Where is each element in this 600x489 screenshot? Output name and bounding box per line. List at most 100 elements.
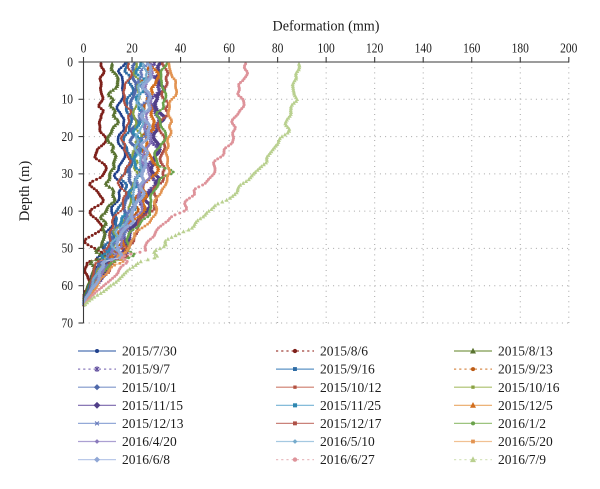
x-tick-label: 100 — [318, 42, 335, 57]
x-tick-label: 40 — [175, 42, 187, 57]
series-2016/6/8 — [81, 61, 153, 307]
series-markers — [83, 61, 302, 307]
legend-label: 2015/9/23 — [498, 362, 553, 377]
y-tick-label: 60 — [62, 279, 74, 294]
x-tick-label: 180 — [512, 42, 529, 57]
x-tick-label: 200 — [560, 42, 577, 57]
legend-label: 2015/11/25 — [320, 398, 381, 413]
data-series — [81, 61, 302, 307]
legend-label: 2016/6/8 — [122, 452, 170, 467]
legend-label: 2015/10/12 — [320, 380, 382, 395]
legend-item-2016/6/8: 2016/6/8 — [78, 452, 170, 467]
legend-label: 2015/12/5 — [498, 398, 553, 413]
legend-marker-square-icon — [293, 367, 297, 372]
x-tick-label: 0 — [81, 42, 87, 57]
series-markers — [82, 62, 175, 306]
series-2016/6/27 — [83, 62, 249, 306]
y-tick-label: 20 — [62, 130, 74, 145]
legend-label: 2015/10/16 — [498, 380, 560, 395]
legend-label: 2015/10/1 — [122, 380, 177, 395]
y-tick-label: 0 — [67, 55, 73, 70]
series-markers — [82, 62, 147, 306]
legend-marker-diamond-icon — [292, 439, 298, 444]
legend-item-2016/5/10: 2016/5/10 — [276, 434, 375, 449]
axes: 0 20 40 60 80 100 120 140 160 180 200 0 10 20 30 40 50 60… — [62, 42, 578, 332]
legend-label: 2015/12/13 — [122, 416, 184, 431]
legend: 2015/7/30 2015/8/6 2015/8/13 2015/9/7 2015/9… — [78, 344, 560, 467]
legend-label: 2016/4/20 — [122, 434, 177, 449]
x-tick-label: 60 — [223, 42, 235, 57]
legend-item-2015/9/23: 2015/9/23 — [454, 362, 553, 377]
legend-label: 2015/9/16 — [320, 362, 375, 377]
legend-marker-square-icon — [293, 421, 297, 426]
x-tick-label: 160 — [463, 42, 480, 57]
legend-item-2015/12/5: 2015/12/5 — [454, 398, 553, 413]
x-tick-label: 140 — [415, 42, 432, 57]
legend-item-2015/7/30: 2015/7/30 — [78, 344, 177, 359]
legend-item-2015/8/6: 2015/8/6 — [276, 344, 368, 359]
series-2016/1/2 — [82, 62, 175, 306]
legend-item-2015/11/25: 2015/11/25 — [276, 398, 381, 413]
x-axis-title: Deformation (mm) — [273, 19, 380, 35]
legend-label: 2016/7/9 — [498, 452, 546, 467]
legend-marker-triangle-icon — [470, 402, 476, 408]
legend-item-2015/10/1: 2015/10/1 — [78, 380, 177, 395]
legend-label: 2016/6/27 — [320, 452, 375, 467]
legend-label: 2016/5/10 — [320, 434, 375, 449]
series-2015/8/13 — [81, 61, 121, 307]
legend-item-2016/6/27: 2016/6/27 — [276, 452, 375, 467]
y-tick-label: 10 — [62, 93, 74, 108]
legend-marker-triangle-icon — [470, 456, 476, 463]
legend-marker-diamond-icon — [94, 456, 100, 463]
legend-marker-diamond-icon — [93, 401, 101, 409]
legend-item-2015/10/12: 2015/10/12 — [276, 380, 382, 395]
legend-item-2016/4/20: 2016/4/20 — [78, 434, 177, 449]
legend-marker-square-icon — [471, 439, 475, 444]
legend-label: 2015/11/15 — [122, 398, 183, 413]
legend-marker-circle-icon — [471, 367, 476, 372]
series-2016/5/20 — [82, 62, 178, 306]
legend-marker-square-icon — [293, 385, 297, 389]
series-2015/10/1 — [81, 61, 140, 307]
legend-item-2015/9/16: 2015/9/16 — [276, 362, 375, 377]
series-markers — [81, 61, 162, 307]
legend-marker-asterisk-icon — [94, 366, 100, 372]
legend-item-2015/12/13: 2015/12/13 — [78, 416, 184, 431]
legend-marker-x-icon — [94, 421, 100, 426]
series-2016/7/9 — [83, 61, 302, 307]
legend-marker-circle-icon — [292, 348, 298, 354]
y-tick-label: 50 — [62, 242, 74, 257]
series-markers — [82, 62, 127, 306]
legend-item-2015/9/7: 2015/9/7 — [78, 362, 170, 377]
legend-item-2016/1/2: 2016/1/2 — [454, 416, 546, 431]
legend-label: 2016/1/2 — [498, 416, 546, 431]
legend-marker-square-icon — [293, 403, 298, 408]
legend-marker-triangle-icon — [470, 347, 476, 354]
series-markers — [82, 62, 108, 306]
y-tick-label: 40 — [62, 204, 74, 219]
y-axis-title: Depth (m) — [17, 161, 33, 222]
legend-item-2016/7/9: 2016/7/9 — [454, 452, 546, 467]
legend-item-2015/10/16: 2015/10/16 — [454, 380, 560, 395]
legend-marker-diamond-icon — [93, 384, 101, 391]
legend-marker-square-icon — [471, 385, 475, 389]
x-tick-label: 20 — [126, 42, 138, 57]
series-markers — [81, 61, 121, 307]
x-tick-label: 120 — [366, 42, 383, 57]
legend-label: 2015/8/6 — [320, 344, 368, 359]
legend-label: 2016/5/20 — [498, 434, 553, 449]
legend-marker-circle-icon — [471, 421, 476, 426]
legend-marker-circle-icon — [94, 348, 100, 354]
legend-label: 2015/12/17 — [320, 416, 382, 431]
legend-item-2015/12/17: 2015/12/17 — [276, 416, 382, 431]
legend-marker-circle-icon — [292, 457, 298, 462]
x-tick-label: 80 — [272, 42, 284, 57]
series-markers — [82, 62, 149, 307]
legend-item-2015/11/15: 2015/11/15 — [78, 398, 183, 413]
y-tick-label: 70 — [62, 316, 74, 331]
series-markers — [82, 62, 143, 306]
legend-item-2015/8/13: 2015/8/13 — [454, 344, 553, 359]
legend-label: 2015/7/30 — [122, 344, 177, 359]
